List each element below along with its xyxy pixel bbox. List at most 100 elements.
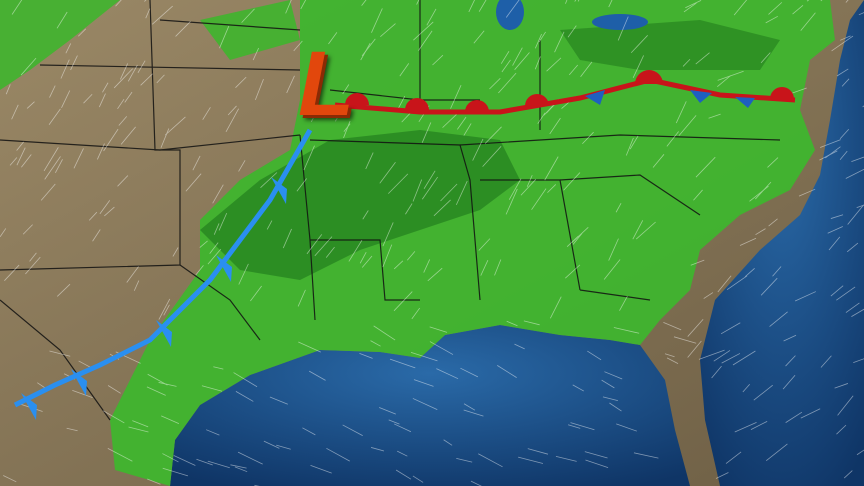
cold-front bbox=[13, 128, 313, 420]
wind-streak bbox=[306, 234, 323, 255]
wind-streak bbox=[126, 266, 139, 283]
wind-streak bbox=[175, 21, 191, 37]
wind-streak bbox=[405, 203, 413, 215]
wind-streak bbox=[158, 298, 171, 320]
wind-streak bbox=[250, 285, 262, 302]
wind-streak bbox=[785, 355, 796, 367]
wind-streak bbox=[209, 242, 219, 254]
wind-streak bbox=[693, 189, 703, 201]
wind-streak bbox=[554, 31, 565, 53]
wind-streak bbox=[158, 382, 177, 387]
wind-streak bbox=[360, 42, 371, 61]
wind-streak bbox=[260, 172, 278, 189]
wind-streak bbox=[4, 264, 20, 281]
wind-streak bbox=[195, 265, 204, 276]
wind-streak bbox=[609, 402, 622, 412]
wind-streak bbox=[518, 456, 544, 464]
wind-streak bbox=[16, 147, 26, 166]
gulf-of-mexico bbox=[170, 325, 690, 486]
wind-streak bbox=[412, 179, 423, 202]
wind-streak bbox=[202, 107, 211, 120]
wind-streak bbox=[711, 365, 722, 379]
low-pressure-marker: L bbox=[298, 33, 355, 135]
wind-streak bbox=[102, 410, 125, 424]
wind-streak bbox=[615, 202, 622, 213]
wind-streak bbox=[566, 235, 579, 248]
lake bbox=[496, 0, 524, 30]
wind-streak bbox=[750, 420, 768, 430]
wind-streak bbox=[632, 220, 644, 240]
wind-streak bbox=[235, 391, 254, 402]
wind-streak bbox=[65, 43, 72, 54]
wind-streak bbox=[749, 185, 769, 202]
wind-streak bbox=[836, 424, 847, 435]
wind-streak bbox=[389, 358, 416, 369]
wind-streak bbox=[726, 275, 748, 291]
wind-streak bbox=[820, 139, 841, 148]
wind-streak bbox=[534, 33, 542, 49]
wind-streak bbox=[858, 12, 864, 16]
wind-streak bbox=[49, 85, 56, 98]
wind-streak bbox=[568, 64, 579, 76]
wind-streak bbox=[549, 117, 561, 135]
wind-streak bbox=[140, 73, 153, 86]
wind-streak bbox=[635, 221, 656, 240]
wind-streak bbox=[498, 72, 517, 94]
wind-streak bbox=[302, 427, 316, 436]
wind-streak bbox=[92, 229, 101, 242]
wind-streak bbox=[472, 138, 484, 161]
wind-streak bbox=[608, 0, 613, 8]
wind-streak bbox=[96, 143, 105, 160]
wind-streak bbox=[839, 150, 848, 160]
stationary-front bbox=[334, 70, 796, 115]
wind-streak bbox=[742, 384, 751, 393]
wind-streak bbox=[413, 379, 434, 387]
wind-streak bbox=[547, 184, 557, 193]
wind-streak bbox=[537, 112, 546, 124]
wind-streak bbox=[230, 464, 247, 469]
wind-streak bbox=[836, 68, 849, 77]
wind-streak bbox=[682, 58, 691, 67]
wind-streak bbox=[117, 175, 129, 187]
wind-streak bbox=[831, 35, 854, 52]
wind-streak bbox=[825, 146, 841, 159]
wind-streak bbox=[463, 403, 476, 411]
wind-streak bbox=[343, 120, 351, 139]
wind-streak bbox=[514, 343, 525, 350]
wind-streak bbox=[124, 91, 133, 103]
cold-front-triangle bbox=[21, 393, 37, 420]
wind-streak bbox=[388, 173, 409, 194]
wind-streak bbox=[733, 0, 748, 16]
wind-streak bbox=[625, 137, 634, 156]
wind-streak bbox=[26, 101, 35, 109]
wind-streak bbox=[851, 308, 864, 317]
wind-streak bbox=[410, 352, 438, 362]
wind-streak bbox=[263, 440, 280, 449]
wind-streak bbox=[98, 93, 106, 108]
wind-streak bbox=[432, 54, 444, 66]
precipitation-moderate-area-north bbox=[560, 20, 780, 70]
wind-streak bbox=[613, 327, 640, 334]
wind-streak bbox=[185, 173, 202, 192]
precipitation-moderate-area bbox=[200, 130, 520, 280]
wind-streak bbox=[117, 98, 125, 110]
wind-streak bbox=[827, 226, 843, 234]
wind-streak bbox=[343, 123, 351, 132]
wind-streak bbox=[520, 179, 537, 196]
wind-streak bbox=[399, 63, 410, 77]
wind-streak bbox=[394, 423, 412, 433]
wind-streak bbox=[527, 448, 549, 455]
wind-streak bbox=[22, 224, 33, 235]
cold-front-triangle bbox=[156, 320, 172, 347]
wind-streak bbox=[423, 259, 431, 273]
wind-streak bbox=[633, 452, 659, 459]
wind-streak bbox=[463, 409, 484, 417]
wind-streak bbox=[734, 422, 757, 433]
wind-streak bbox=[382, 244, 393, 268]
wind-streak bbox=[433, 199, 451, 217]
wind-streak bbox=[164, 116, 186, 136]
wind-streak bbox=[48, 108, 61, 126]
wind-streak bbox=[395, 469, 412, 480]
wind-streak bbox=[328, 32, 338, 45]
